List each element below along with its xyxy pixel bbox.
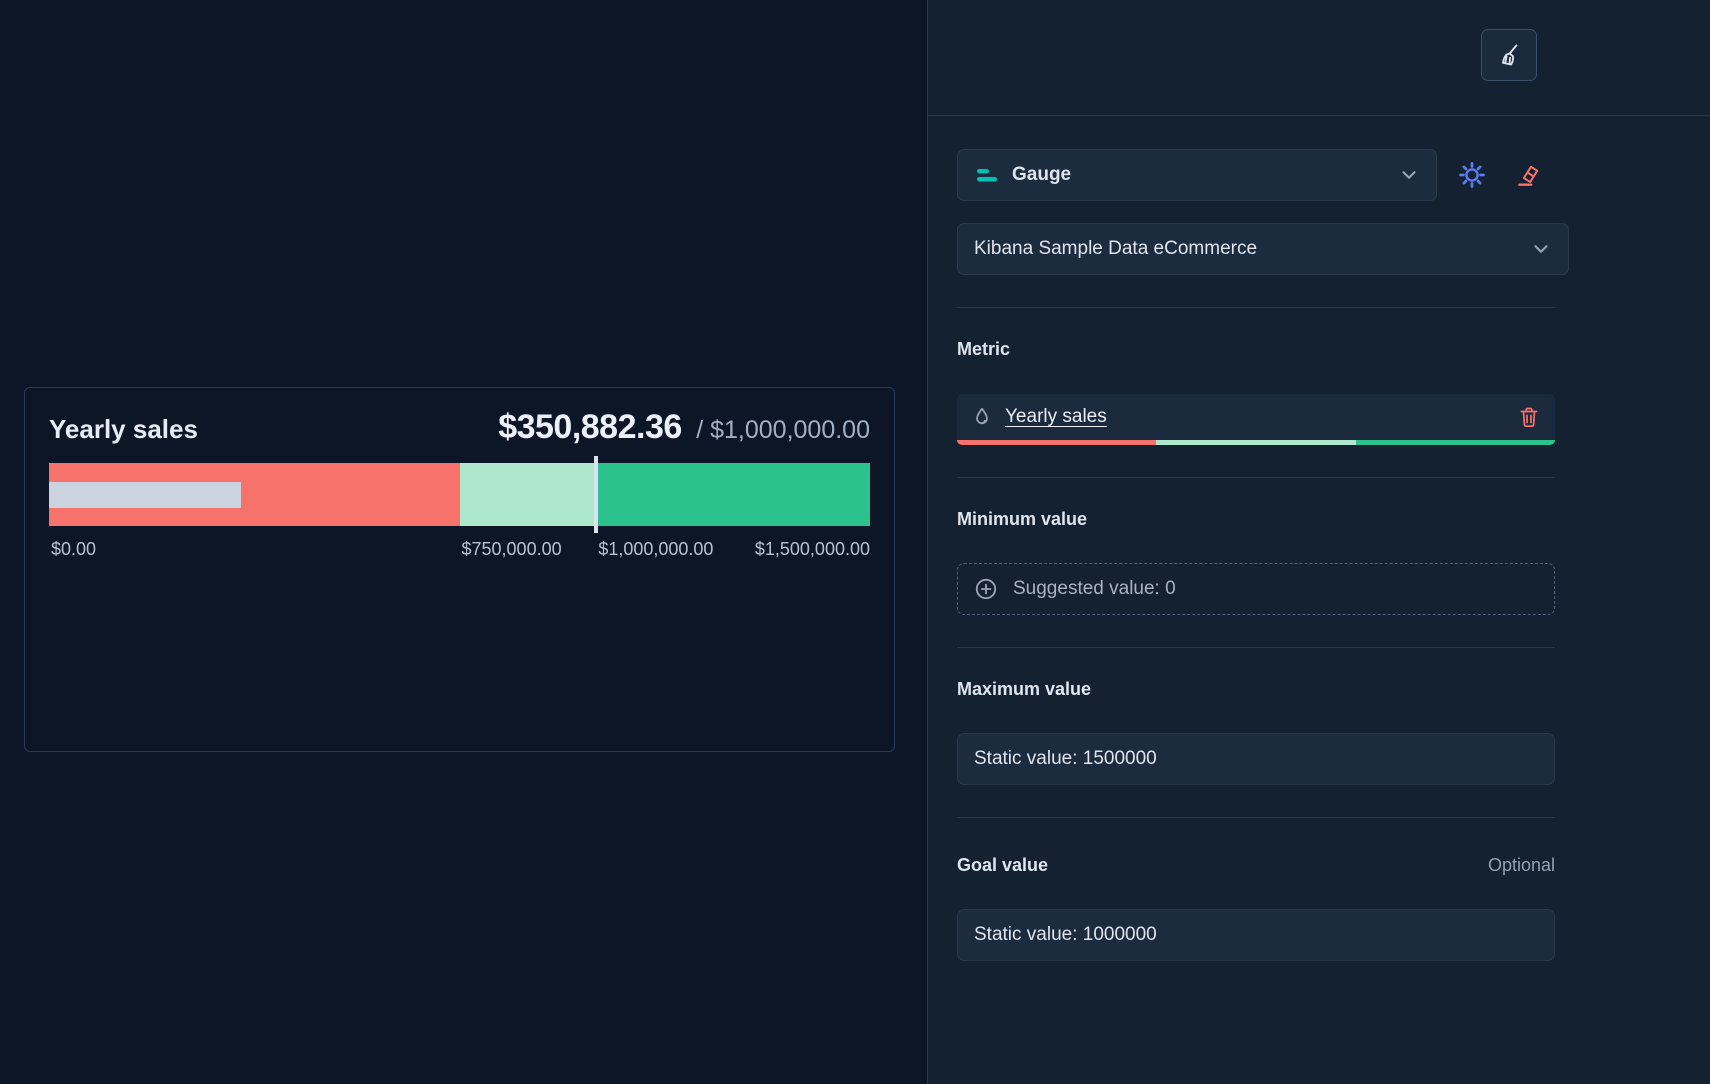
gauge-value-bar: [49, 481, 242, 508]
gauge-tick-label: $750,000.00: [461, 539, 562, 559]
settings-button[interactable]: [1451, 154, 1493, 196]
chart-type-select[interactable]: Gauge: [957, 149, 1437, 201]
lens-workspace: Yearly sales $350,882.36 / $1,000,000.00…: [24, 387, 895, 752]
dataset-label: Kibana Sample Data eCommerce: [974, 238, 1258, 259]
circle-plus-icon: [975, 578, 997, 600]
brush-button[interactable]: [1481, 29, 1537, 81]
metric-field-inner: Yearly sales: [957, 394, 1555, 440]
flyout-header: [928, 0, 1710, 116]
suggested-min-button[interactable]: Suggested value: 0: [957, 563, 1555, 615]
gauge-tick-label: $1,500,000.00: [754, 539, 870, 559]
gauge-band: [459, 463, 597, 526]
goal-value-text: Static value: 1000000: [974, 924, 1157, 945]
metric-palette-strip: [957, 440, 1555, 445]
gauge-panel: Yearly sales $350,882.36 / $1,000,000.00…: [24, 387, 895, 752]
goal-heading-row: Goal value Optional: [957, 854, 1555, 876]
gauge-tick-label: $0.00: [51, 539, 97, 559]
flyout-body: Gauge: [928, 116, 1710, 961]
palette-segment: [1355, 440, 1555, 445]
gauge-header: Yearly sales $350,882.36 / $1,000,000.00: [49, 408, 870, 447]
section-divider: [957, 647, 1555, 648]
palette-segment: [957, 440, 1157, 445]
gauge-value-group: $350,882.36 / $1,000,000.00: [498, 408, 870, 447]
eraser-icon: [1518, 165, 1539, 186]
metric-field-link[interactable]: Yearly sales: [1005, 406, 1107, 427]
delete-metric-button[interactable]: [1517, 405, 1541, 429]
minimum-section-heading: Minimum value: [957, 509, 1088, 529]
goal-section-heading: Goal value: [957, 855, 1049, 875]
gauge-tick-label: $1,000,000.00: [598, 539, 714, 559]
gear-icon: [1459, 162, 1485, 188]
goal-optional-label: Optional: [1487, 855, 1555, 875]
gauge-chart-icon: [977, 169, 997, 182]
metric-field-row[interactable]: Yearly sales: [957, 394, 1555, 445]
gauge-band: [596, 463, 870, 526]
clear-layer-button[interactable]: [1507, 154, 1549, 196]
chevron-down-icon: [1534, 245, 1548, 253]
dataset-select[interactable]: Kibana Sample Data eCommerce: [957, 223, 1569, 275]
chart-type-label: Gauge: [1012, 164, 1072, 185]
gauge-bands: [49, 463, 870, 526]
metric-section-heading: Metric: [957, 339, 1011, 359]
max-value-input[interactable]: Static value: 1500000: [957, 733, 1555, 785]
gauge-target-value: / $1,000,000.00: [696, 416, 870, 444]
gauge-goal-marker: [594, 456, 599, 533]
section-divider: [957, 307, 1555, 308]
suggested-min-label: Suggested value: 0: [1013, 578, 1176, 599]
section-divider: [957, 817, 1555, 818]
gauge-ticks: $0.00 $750,000.00 $1,000,000.00 $1,500,000.…: [49, 539, 870, 563]
section-divider: [957, 477, 1555, 478]
color-swatch-icon: [976, 407, 988, 425]
gauge-bar: [49, 456, 870, 533]
config-flyout: Gauge: [927, 0, 1710, 1084]
max-value-text: Static value: 1500000: [974, 748, 1157, 769]
gauge-title: Yearly sales: [49, 414, 198, 444]
maximum-section-heading: Maximum value: [957, 679, 1092, 699]
gauge-current-value: $350,882.36: [498, 408, 682, 446]
chart-type-row: Gauge: [957, 149, 1710, 201]
trash-icon: [1520, 407, 1538, 428]
broom-icon: [1502, 44, 1518, 66]
chevron-down-icon: [1402, 171, 1416, 179]
goal-value-input[interactable]: Static value: 1000000: [957, 909, 1555, 961]
palette-segment: [1156, 440, 1356, 445]
